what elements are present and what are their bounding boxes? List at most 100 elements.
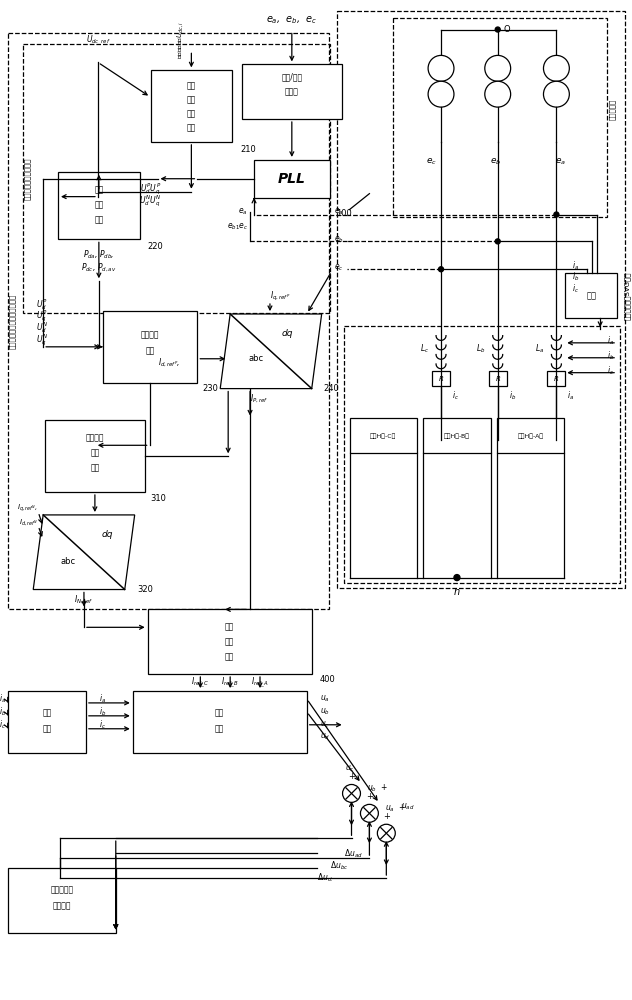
Text: $e_c$: $e_c$ [334, 262, 344, 273]
Text: $i_c$: $i_c$ [99, 719, 106, 731]
Text: 310: 310 [150, 494, 166, 503]
Bar [254, 160, 330, 198]
Text: dq: dq [102, 530, 114, 539]
Text: $I_{P,ref}$: $I_{P,ref}$ [250, 392, 269, 405]
Text: 分配: 分配 [225, 638, 234, 647]
Text: $u_a$: $u_a$ [320, 694, 329, 704]
Text: 电网大分离: 电网大分离 [609, 98, 616, 120]
Text: $I_{d,ref^N}$: $I_{d,ref^N}$ [19, 517, 38, 527]
Text: $U^N_q$: $U^N_q$ [36, 332, 49, 348]
Text: 单元: 单元 [90, 464, 99, 473]
Text: $u_b$  +: $u_b$ + [367, 783, 388, 794]
Text: abc: abc [248, 354, 264, 363]
Text: 级联H桥-B相: 级联H桥-B相 [444, 434, 470, 439]
Bar [133, 691, 307, 753]
Text: $i_a$: $i_a$ [573, 259, 580, 272]
Bar [242, 64, 341, 119]
Text: PLL: PLL [278, 172, 306, 186]
Text: 积分: 积分 [94, 200, 104, 209]
Text: 控制: 控制 [215, 724, 224, 733]
Circle shape [454, 575, 460, 581]
Text: $n$: $n$ [453, 587, 461, 597]
Text: 210: 210 [240, 145, 256, 154]
Text: 分量: 分量 [90, 449, 99, 458]
Text: 用母线直流: 用母线直流 [51, 885, 74, 894]
Text: 级联H桥-C相: 级联H桥-C相 [370, 434, 396, 439]
Circle shape [495, 27, 500, 32]
Polygon shape [33, 515, 135, 590]
Circle shape [485, 55, 511, 81]
Text: $R$: $R$ [553, 374, 559, 383]
Text: $u_{ad}$: $u_{ad}$ [401, 801, 415, 812]
Text: $i_b$: $i_b$ [509, 389, 516, 402]
Circle shape [544, 81, 569, 107]
Text: 变频变压变流整机电压控制器: 变频变压变流整机电压控制器 [9, 293, 16, 349]
Bar [547, 371, 566, 386]
Text: 240: 240 [324, 384, 339, 393]
Bar [489, 371, 507, 386]
Text: $u_d$: $u_d$ [320, 731, 330, 742]
Bar [337, 11, 625, 588]
Bar [8, 33, 329, 609]
Text: 饱和: 饱和 [94, 215, 104, 224]
Text: $e_a$: $e_a$ [238, 206, 248, 217]
Bar [8, 868, 116, 933]
Text: 采样: 采样 [42, 724, 52, 733]
Text: $L_c$: $L_c$ [420, 343, 429, 355]
Text: $e_a$: $e_a$ [334, 206, 344, 217]
Bar [497, 418, 564, 453]
Circle shape [485, 81, 511, 107]
Text: $\Delta u_{ad}$: $\Delta u_{ad}$ [344, 848, 362, 860]
Text: $e_a$: $e_a$ [555, 157, 566, 167]
Text: $\Delta u_{bc}$: $\Delta u_{bc}$ [330, 860, 348, 872]
Text: 负载: 负载 [586, 292, 596, 301]
Circle shape [343, 784, 360, 802]
Text: $U^P_d$: $U^P_d$ [36, 297, 47, 312]
Text: $i_b$: $i_b$ [607, 350, 614, 362]
Text: $I_{ref\_B}$: $I_{ref\_B}$ [221, 676, 239, 690]
Text: $U_{dc\_ref}$: $U_{dc\_ref}$ [85, 33, 110, 48]
Text: $P_{da}$, $P_{db}$,: $P_{da}$, $P_{db}$, [83, 248, 114, 261]
Text: $U^N_d U^N_q$: $U^N_d U^N_q$ [139, 194, 162, 209]
Text: abc: abc [61, 557, 76, 566]
Circle shape [544, 55, 569, 81]
Polygon shape [220, 314, 322, 389]
Text: $i_a$: $i_a$ [607, 335, 614, 347]
Text: O: O [504, 25, 510, 34]
Text: $u_c$: $u_c$ [344, 763, 355, 774]
Bar [8, 691, 86, 753]
Bar [58, 172, 140, 239]
Text: +: + [383, 812, 390, 821]
Bar [148, 609, 312, 674]
Text: $i_c$: $i_c$ [573, 283, 580, 295]
Text: 电流: 电流 [215, 708, 224, 717]
Text: $I_{ref\_C}$: $I_{ref\_C}$ [191, 676, 209, 690]
Bar [393, 18, 607, 217]
Text: $I_{N,ref}$: $I_{N,ref}$ [75, 593, 94, 606]
Text: $i_b$: $i_b$ [573, 271, 580, 283]
Text: $U^P_q$: $U^P_q$ [36, 308, 47, 324]
Text: 监控: 监控 [186, 124, 196, 133]
Text: 320: 320 [138, 585, 154, 594]
Text: $I_{d,ref^P}$,: $I_{d,ref^P}$, [157, 357, 180, 369]
Text: $u_b$: $u_b$ [320, 707, 330, 717]
Text: 电压调制: 电压调制 [53, 901, 71, 910]
Text: $I_{ref\_A}$: $I_{ref\_A}$ [251, 676, 269, 690]
Text: $e_b$: $e_b$ [490, 157, 501, 167]
Text: 级联H桥-A相: 级联H桥-A相 [518, 434, 544, 439]
Bar [45, 420, 145, 492]
Text: 参考直流电压$U_{dc,i}$: 参考直流电压$U_{dc,i}$ [176, 22, 185, 59]
Text: $L_b$: $L_b$ [477, 343, 486, 355]
Text: $P_{dc}$, $P_{d,av}$: $P_{dc}$, $P_{d,av}$ [82, 262, 116, 274]
Circle shape [377, 824, 395, 842]
Text: 直流母线均衡电压控制: 直流母线均衡电压控制 [24, 157, 30, 200]
Text: 磁通: 磁通 [186, 110, 196, 119]
Text: $i_c$: $i_c$ [607, 364, 614, 377]
Bar [103, 311, 197, 383]
Bar [344, 326, 620, 583]
Text: $e_a$,  $e_b$,  $e_c$: $e_a$, $e_b$, $e_c$ [266, 15, 317, 26]
Text: $U^N_d$: $U^N_d$ [36, 320, 49, 335]
Text: 负序电源: 负序电源 [86, 434, 104, 443]
Text: $i_a$: $i_a$ [99, 693, 106, 705]
Text: 100: 100 [336, 209, 351, 218]
